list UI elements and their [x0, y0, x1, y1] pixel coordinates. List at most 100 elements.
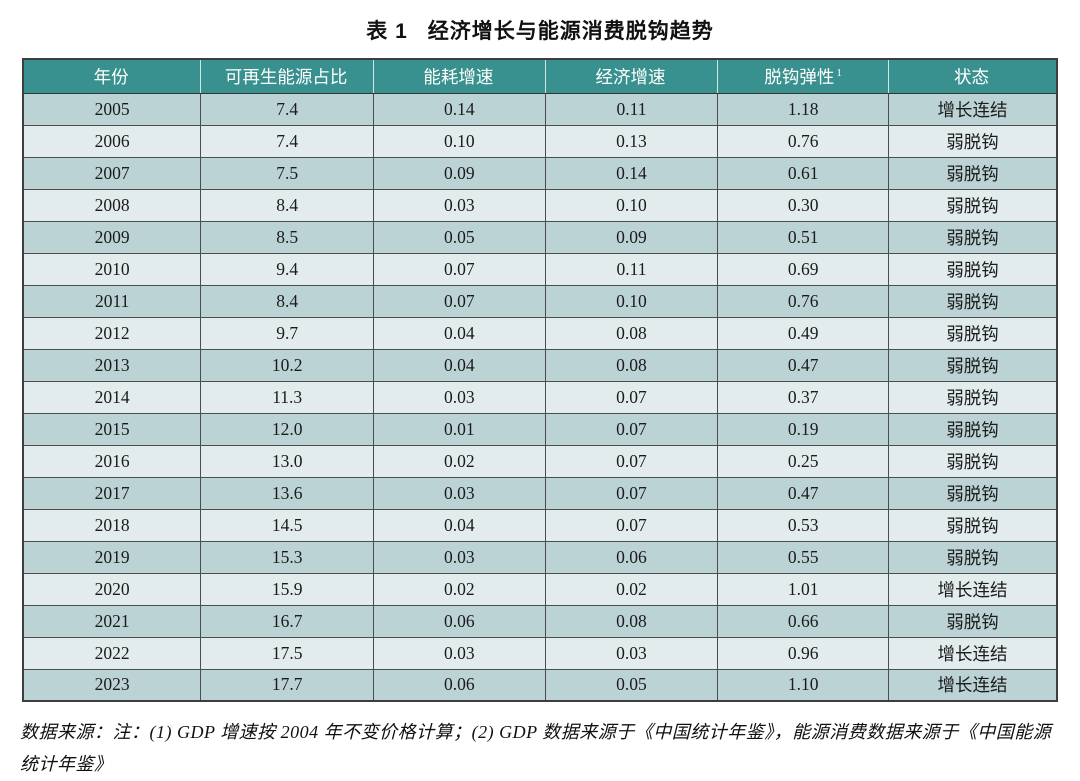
cell-economic-growth: 0.10 [544, 284, 719, 318]
table-row: 2014 11.3 0.03 0.07 0.37 弱脱钩 [22, 380, 1058, 414]
cell-renewable-share: 12.0 [200, 412, 375, 446]
cell-year: 2023 [22, 668, 202, 702]
cell-decoupling-elasticity: 0.96 [717, 636, 889, 670]
cell-renewable-share: 9.4 [200, 252, 375, 286]
cell-energy-growth: 0.06 [373, 668, 546, 702]
cell-status: 弱脱钩 [887, 348, 1058, 382]
table-row: 2012 9.7 0.04 0.08 0.49 弱脱钩 [22, 316, 1058, 350]
cell-year: 2016 [22, 444, 202, 478]
cell-energy-growth: 0.03 [373, 476, 546, 510]
cell-decoupling-elasticity: 0.47 [717, 476, 889, 510]
cell-decoupling-elasticity: 0.37 [717, 380, 889, 414]
cell-economic-growth: 0.06 [544, 540, 719, 574]
cell-status: 弱脱钩 [887, 124, 1058, 158]
cell-energy-growth: 0.03 [373, 540, 546, 574]
data-source-note: 数据来源：注：(1) GDP 增速按 2004 年不变价格计算；(2) GDP … [20, 722, 1052, 774]
cell-decoupling-elasticity: 0.19 [717, 412, 889, 446]
cell-decoupling-elasticity: 1.10 [717, 668, 889, 702]
cell-decoupling-elasticity: 0.51 [717, 220, 889, 254]
cell-economic-growth: 0.11 [544, 252, 719, 286]
cell-year: 2014 [22, 380, 202, 414]
cell-decoupling-elasticity: 0.30 [717, 188, 889, 222]
cell-renewable-share: 7.4 [200, 92, 375, 126]
cell-economic-growth: 0.08 [544, 316, 719, 350]
cell-energy-growth: 0.03 [373, 380, 546, 414]
table-row: 2021 16.7 0.06 0.08 0.66 弱脱钩 [22, 604, 1058, 638]
table-row: 2009 8.5 0.05 0.09 0.51 弱脱钩 [22, 220, 1058, 254]
col-header-status: 状态 [887, 59, 1057, 94]
cell-year: 2006 [22, 124, 202, 158]
cell-year: 2013 [22, 348, 202, 382]
cell-decoupling-elasticity: 1.18 [717, 92, 889, 126]
cell-energy-growth: 0.04 [373, 508, 546, 542]
cell-year: 2009 [22, 220, 202, 254]
cell-year: 2011 [22, 284, 202, 318]
table-row: 2011 8.4 0.07 0.10 0.76 弱脱钩 [22, 284, 1058, 318]
cell-economic-growth: 0.05 [544, 668, 719, 702]
cell-decoupling-elasticity: 0.66 [717, 604, 889, 638]
cell-energy-growth: 0.06 [373, 604, 546, 638]
cell-decoupling-elasticity: 0.69 [717, 252, 889, 286]
cell-energy-growth: 0.01 [373, 412, 546, 446]
cell-renewable-share: 10.2 [200, 348, 375, 382]
col-header-decoupling-elasticity: 脱钩弹性 1 [717, 59, 889, 94]
col-header-renewable-share: 可再生能源占比 [200, 59, 374, 94]
cell-economic-growth: 0.11 [544, 92, 719, 126]
cell-energy-growth: 0.03 [373, 636, 546, 670]
table-body: 2005 7.4 0.14 0.11 1.18 增长连结 2006 7.4 0.… [22, 92, 1058, 702]
table-row: 2022 17.5 0.03 0.03 0.96 增长连结 [22, 636, 1058, 670]
cell-status: 增长连结 [887, 636, 1058, 670]
cell-status: 弱脱钩 [887, 188, 1058, 222]
cell-economic-growth: 0.14 [544, 156, 719, 190]
cell-status: 弱脱钩 [887, 444, 1058, 478]
cell-decoupling-elasticity: 1.01 [717, 572, 889, 606]
table-row: 2015 12.0 0.01 0.07 0.19 弱脱钩 [22, 412, 1058, 446]
cell-renewable-share: 15.3 [200, 540, 375, 574]
cell-energy-growth: 0.10 [373, 124, 546, 158]
cell-economic-growth: 0.08 [544, 604, 719, 638]
cell-economic-growth: 0.09 [544, 220, 719, 254]
table-title-text: 经济增长与能源消费脱钩趋势 [427, 20, 714, 43]
header-row: 年份 可再生能源占比 能耗增速 经济增速 脱钩弹性 1 状态 [23, 59, 1057, 94]
cell-status: 弱脱钩 [887, 156, 1058, 190]
cell-year: 2012 [22, 316, 202, 350]
table-row: 2017 13.6 0.03 0.07 0.47 弱脱钩 [22, 476, 1058, 510]
cell-year: 2022 [22, 636, 202, 670]
cell-year: 2019 [22, 540, 202, 574]
table-row: 2010 9.4 0.07 0.11 0.69 弱脱钩 [22, 252, 1058, 286]
cell-economic-growth: 0.10 [544, 188, 719, 222]
table-row: 2008 8.4 0.03 0.10 0.30 弱脱钩 [22, 188, 1058, 222]
cell-year: 2017 [22, 476, 202, 510]
cell-energy-growth: 0.05 [373, 220, 546, 254]
cell-renewable-share: 17.5 [200, 636, 375, 670]
cell-year: 2007 [22, 156, 202, 190]
cell-energy-growth: 0.04 [373, 316, 546, 350]
cell-renewable-share: 9.7 [200, 316, 375, 350]
cell-status: 弱脱钩 [887, 220, 1058, 254]
cell-status: 弱脱钩 [887, 316, 1058, 350]
cell-status: 弱脱钩 [887, 508, 1058, 542]
table-row: 2006 7.4 0.10 0.13 0.76 弱脱钩 [22, 124, 1058, 158]
cell-year: 2015 [22, 412, 202, 446]
cell-energy-growth: 0.07 [373, 252, 546, 286]
cell-year: 2008 [22, 188, 202, 222]
cell-decoupling-elasticity: 0.53 [717, 508, 889, 542]
cell-energy-growth: 0.03 [373, 188, 546, 222]
cell-renewable-share: 8.5 [200, 220, 375, 254]
table-row: 2013 10.2 0.04 0.08 0.47 弱脱钩 [22, 348, 1058, 382]
table-row: 2023 17.7 0.06 0.05 1.10 增长连结 [22, 668, 1058, 702]
cell-renewable-share: 17.7 [200, 668, 375, 702]
cell-energy-growth: 0.02 [373, 572, 546, 606]
cell-status: 增长连结 [887, 572, 1058, 606]
cell-economic-growth: 0.07 [544, 508, 719, 542]
cell-economic-growth: 0.03 [544, 636, 719, 670]
cell-year: 2020 [22, 572, 202, 606]
cell-renewable-share: 11.3 [200, 380, 375, 414]
cell-decoupling-elasticity: 0.61 [717, 156, 889, 190]
cell-status: 弱脱钩 [887, 252, 1058, 286]
cell-decoupling-elasticity: 0.47 [717, 348, 889, 382]
col-header-economic-growth: 经济增速 [544, 59, 718, 94]
cell-energy-growth: 0.09 [373, 156, 546, 190]
table-number: 表 1 [366, 20, 408, 43]
